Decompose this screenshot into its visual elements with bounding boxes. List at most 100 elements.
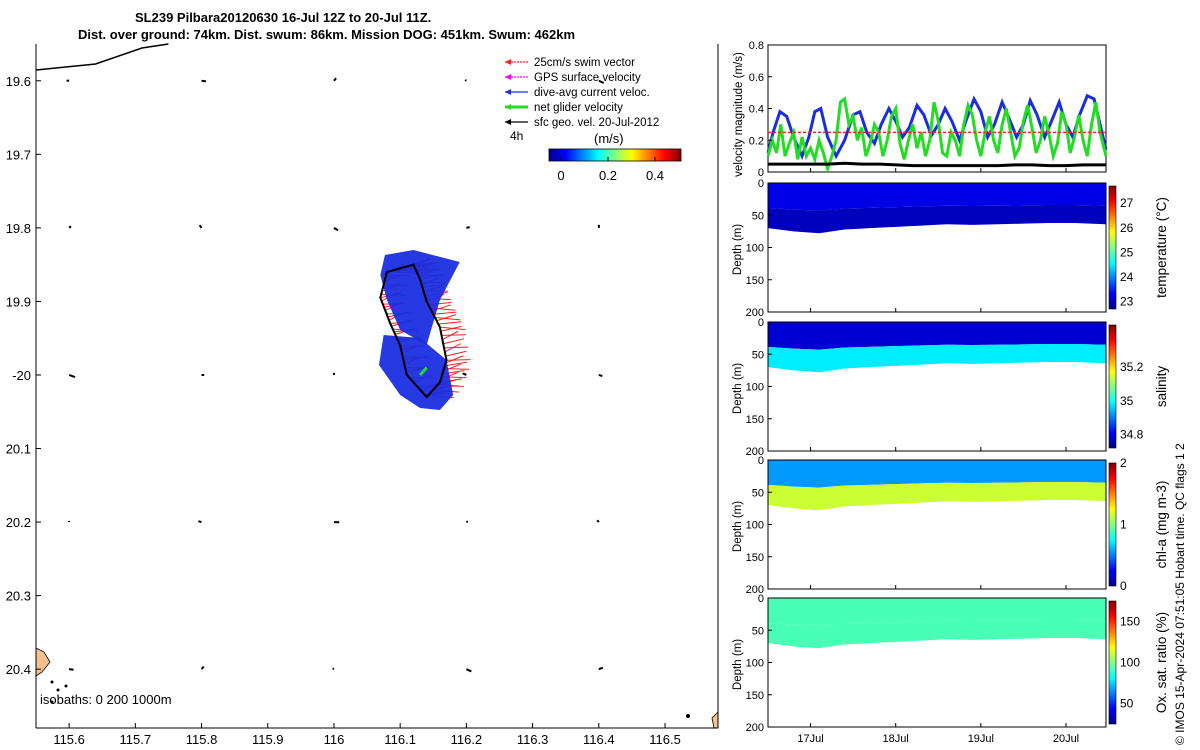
x-tick-label: 20Jul — [1053, 733, 1079, 745]
swim-vector — [444, 368, 469, 370]
colorbar-label: Ox. sat. ratio (%) — [1154, 612, 1169, 713]
island — [686, 714, 690, 718]
colorbar-tick-label: 0.4 — [646, 168, 664, 183]
footer-text: © IMOS 15-Apr-2024 07:51:05 Hobart time.… — [1173, 443, 1187, 745]
legend-arrowhead — [505, 89, 511, 95]
geo-vector — [332, 667, 335, 671]
x-tick-label: 19Jul — [968, 733, 994, 745]
colorbar-tick-label: 0 — [1120, 579, 1127, 593]
y-tick-label: 20.1 — [6, 442, 31, 457]
colorbar-label: (m/s) — [594, 131, 624, 146]
title-line-1: SL239 Pilbara20120630 16-Jul 12Z to 20-J… — [135, 10, 432, 25]
velocity-series — [768, 161, 1106, 168]
colorbar-tick-label: 24 — [1120, 270, 1134, 284]
y-tick-label: 50 — [752, 625, 764, 637]
section-colorbar — [1108, 462, 1117, 587]
speed-colorbar — [548, 148, 682, 162]
geo-vector — [598, 666, 604, 671]
geo-vector — [462, 372, 467, 376]
colorbar-tick-label: 0 — [557, 168, 564, 183]
legend-arrowhead — [505, 119, 511, 125]
y-tick-label: 50 — [752, 487, 764, 499]
y-tick-label: 100 — [746, 382, 764, 394]
geo-vector — [198, 224, 203, 229]
velocity-panel: 0 0.2 0.4 0.6 0.8 velocity magnitude (m/s) — [733, 40, 1108, 179]
swim-vector — [444, 346, 469, 349]
geo-vector — [198, 520, 202, 524]
geo-vector — [465, 668, 472, 673]
swim-vector — [441, 334, 466, 336]
colorbar-tick-label: 26 — [1120, 221, 1134, 235]
section-upper-layer — [768, 598, 1106, 626]
y-tick-label: 200 — [746, 307, 764, 319]
geo-vector — [200, 665, 205, 670]
x-tick-label: 116.2 — [451, 732, 483, 747]
map-panel: 115.6 115.7 115.8 115.9 116 116.1 116.2 116.3 11… — [6, 43, 719, 747]
geo-vector — [598, 374, 603, 378]
legend-item: GPS surface velocity — [534, 72, 641, 84]
y-tick-label: 200 — [746, 584, 764, 596]
legend-time-label: 4h — [510, 129, 523, 143]
y-tick-label: 0 — [758, 178, 764, 190]
x-tick-label: 18Jul — [883, 733, 909, 745]
x-tick-label: 115.7 — [120, 732, 152, 747]
island — [64, 684, 68, 688]
y-tick-label: 19.6 — [6, 74, 31, 89]
section-upper-layer — [768, 460, 1106, 488]
legend-arrowhead — [505, 59, 511, 65]
swim-vector — [443, 338, 465, 345]
x-tick-label: 116.1 — [384, 732, 416, 747]
net-velocity-vector — [418, 366, 428, 376]
y-tick-label: 0.4 — [749, 104, 764, 116]
x-tick-label: 116.3 — [517, 732, 549, 747]
swim-vector — [433, 311, 457, 315]
y-tick-label: 0 — [758, 317, 764, 329]
legend-arrowhead — [505, 74, 511, 80]
island — [56, 688, 60, 692]
island — [50, 700, 54, 704]
x-tick-label: 115.9 — [252, 732, 284, 747]
colorbar-label: chl-a (mg m-3) — [1154, 481, 1169, 569]
colorbar-tick-label: 2 — [1120, 456, 1127, 470]
colorbar-label: salinity — [1154, 366, 1169, 408]
colorbar-label: temperature (°C) — [1154, 197, 1169, 298]
colorbar-tick-label: 150 — [1120, 615, 1140, 629]
y-tick-label: 100 — [746, 520, 764, 532]
coastline — [35, 43, 169, 71]
y-tick-label: 0 — [758, 455, 764, 467]
y-tick-label: 150 — [746, 414, 764, 426]
y-tick-label: 19.8 — [6, 221, 31, 236]
swim-vector — [446, 359, 471, 361]
colorbar-tick-label: 0.2 — [599, 168, 617, 183]
y-tick-label: 19.7 — [6, 147, 31, 162]
current-swath — [378, 335, 454, 410]
geo-vector — [68, 668, 74, 671]
y-tick-label: 20.4 — [6, 662, 31, 677]
geo-vector — [333, 77, 337, 82]
x-tick-label: 115.8 — [186, 732, 218, 747]
y-tick-label: 50 — [752, 349, 764, 361]
y-tick-label: 0.8 — [749, 40, 764, 52]
island — [50, 680, 54, 684]
y-tick-label: -20 — [12, 368, 31, 383]
y-tick-label: 200 — [746, 446, 764, 458]
glider-track — [379, 263, 448, 399]
legend-item: sfc geo. vel. 20-Jul-2012 — [534, 117, 659, 129]
depth-ylabel: Depth (m) — [732, 501, 744, 552]
geo-vector — [465, 520, 469, 523]
colorbar-tick-label: 27 — [1120, 196, 1134, 210]
legend-item: dive-avg current veloc. — [534, 87, 650, 99]
section-upper-layer — [768, 183, 1106, 211]
colorbar-tick-label: 34.8 — [1120, 428, 1144, 442]
geo-vector — [466, 226, 470, 229]
y-tick-label: 100 — [746, 243, 764, 255]
depth-ylabel: Depth (m) — [732, 639, 744, 690]
section-lower-layer — [768, 481, 1106, 511]
section-lower-layer — [768, 619, 1106, 649]
y-tick-label: 0 — [758, 167, 764, 179]
x-tick-label: 116.4 — [583, 732, 615, 747]
velocity-series — [766, 96, 1108, 175]
swim-vector — [445, 350, 467, 357]
swim-vector — [444, 361, 467, 367]
geo-vector — [596, 519, 600, 523]
